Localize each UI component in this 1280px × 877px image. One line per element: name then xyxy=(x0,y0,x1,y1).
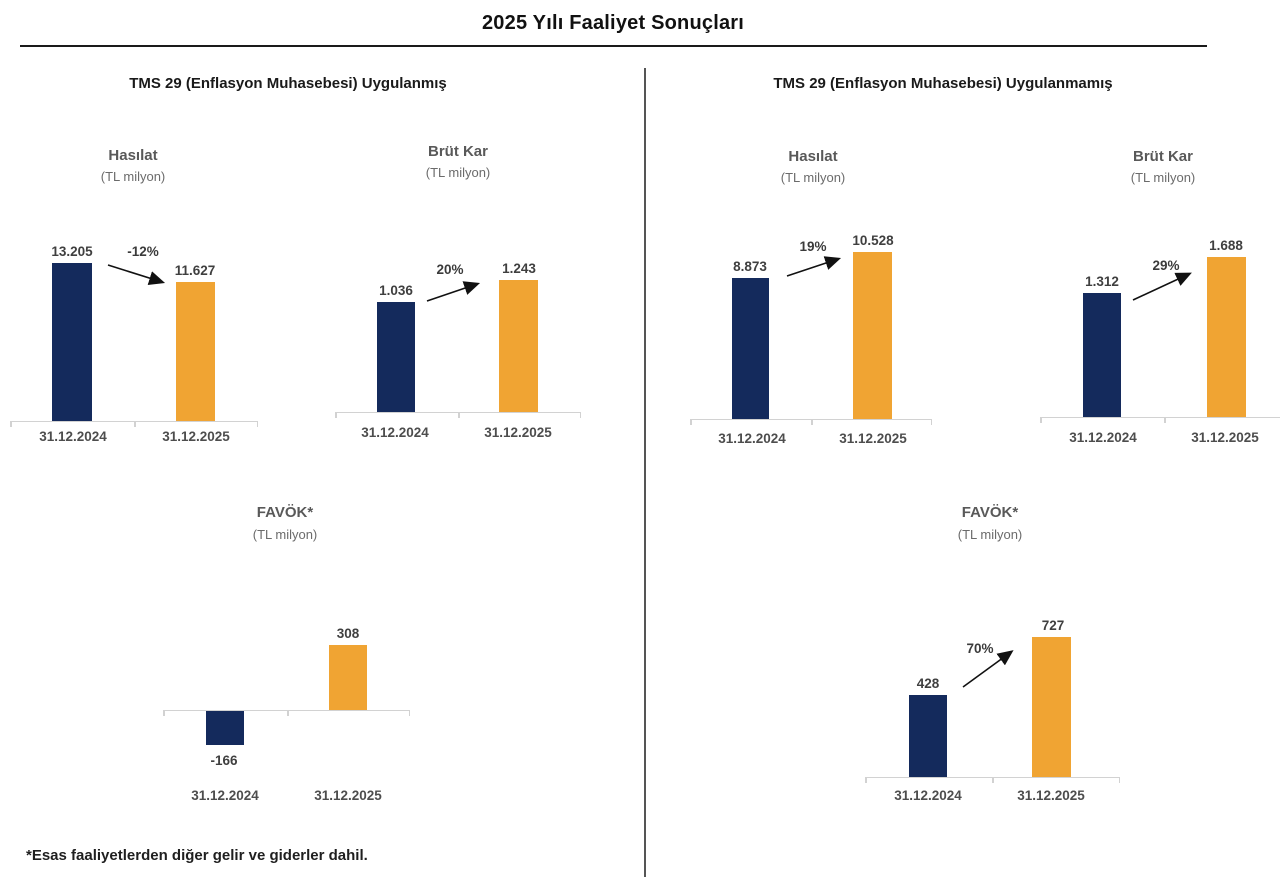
change-arrow-icon xyxy=(1132,272,1192,301)
chart-title: Hasılat xyxy=(108,147,158,164)
bar-2024 xyxy=(1083,293,1121,417)
bar-2025 xyxy=(329,645,367,710)
x-axis xyxy=(335,412,581,419)
bar-2024 xyxy=(732,278,769,419)
title-underline xyxy=(20,45,1207,47)
change-percent: 19% xyxy=(799,239,827,254)
bar-value-2024: 1.036 xyxy=(379,283,413,298)
x-label-2024: 31.12.2024 xyxy=(718,431,786,446)
x-label-2024: 31.12.2024 xyxy=(361,425,429,440)
bar-value-2025: 10.528 xyxy=(852,233,894,248)
bar-2025 xyxy=(1207,257,1246,417)
bar-2024 xyxy=(909,695,947,777)
change-percent: -12% xyxy=(127,244,159,259)
x-label-2025: 31.12.2025 xyxy=(839,431,907,446)
bar-value-2025: 308 xyxy=(336,626,360,641)
x-label-2025: 31.12.2025 xyxy=(1017,788,1085,803)
chart-subtitle: (TL milyon) xyxy=(957,527,1023,542)
x-label-2024: 31.12.2024 xyxy=(1069,430,1137,445)
x-label-2025: 31.12.2025 xyxy=(162,429,230,444)
x-axis xyxy=(1040,417,1280,424)
x-label-2024: 31.12.2024 xyxy=(191,788,259,803)
chart-title: Hasılat xyxy=(788,148,838,165)
chart-title: FAVÖK* xyxy=(256,504,314,521)
section-divider xyxy=(644,68,646,877)
bar-value-2025: 11.627 xyxy=(174,263,216,278)
x-axis xyxy=(865,777,1120,784)
bar-value-2025: 1.243 xyxy=(502,261,536,276)
footnote: *Esas faaliyetlerden diğer gelir ve gide… xyxy=(26,847,368,864)
bar-value-2024: 8.873 xyxy=(733,259,767,274)
chart-title: Brüt Kar xyxy=(1132,148,1193,165)
bar-2025 xyxy=(853,252,892,419)
bar-2024 xyxy=(206,710,244,745)
chart-subtitle: (TL milyon) xyxy=(100,169,166,184)
section-header-applied: TMS 29 (Enflasyon Muhasebesi) Uygulanmış xyxy=(129,75,447,92)
chart-applied-hasilat: Hasılat (TL milyon) 13.205 11.627 -12% 3… xyxy=(8,140,298,452)
chart-title: Brüt Kar xyxy=(427,143,488,160)
bar-value-2024: -166 xyxy=(210,753,238,768)
x-axis xyxy=(10,421,258,428)
chart-subtitle: (TL milyon) xyxy=(425,165,491,180)
change-arrow-icon xyxy=(786,256,842,277)
change-arrow-icon xyxy=(962,650,1014,688)
bar-2024 xyxy=(377,302,415,412)
x-label-2024: 31.12.2024 xyxy=(39,429,107,444)
change-percent: 29% xyxy=(1152,258,1180,273)
page-title: 2025 Yılı Faaliyet Sonuçları xyxy=(481,12,745,34)
x-label-2024: 31.12.2024 xyxy=(894,788,962,803)
bar-value-2025: 1.688 xyxy=(1209,238,1243,253)
bar-value-2024: 428 xyxy=(916,676,940,691)
chart-subtitle: (TL milyon) xyxy=(252,527,318,542)
bar-value-2024: 1.312 xyxy=(1085,274,1119,289)
chart-applied-brutkar: Brüt Kar (TL milyon) 1.036 1.243 20% 31.… xyxy=(330,140,620,452)
bar-2025 xyxy=(1032,637,1071,777)
section-header-unapplied: TMS 29 (Enflasyon Muhasebesi) Uygulanmam… xyxy=(773,75,1113,92)
bar-2025 xyxy=(176,282,215,421)
chart-subtitle: (TL milyon) xyxy=(1130,170,1196,185)
x-label-2025: 31.12.2025 xyxy=(314,788,382,803)
bar-value-2025: 727 xyxy=(1041,618,1065,633)
chart-unapplied-hasilat: Hasılat (TL milyon) 8.873 10.528 19% 31.… xyxy=(688,140,978,452)
change-arrow-icon xyxy=(107,264,166,286)
bar-2025 xyxy=(499,280,538,412)
chart-title: FAVÖK* xyxy=(961,504,1019,521)
chart-unapplied-brutkar: Brüt Kar (TL milyon) 1.312 1.688 29% 31.… xyxy=(1030,140,1280,452)
chart-applied-favok: FAVÖK* (TL milyon) -166 308 31.12.2024 3… xyxy=(150,495,450,815)
change-percent: 20% xyxy=(436,262,464,277)
bar-2024 xyxy=(52,263,92,421)
change-percent: 70% xyxy=(966,641,994,656)
x-label-2025: 31.12.2025 xyxy=(1191,430,1259,445)
chart-unapplied-favok: FAVÖK* (TL milyon) 428 727 70% 31.12.202… xyxy=(855,495,1155,815)
x-axis xyxy=(690,419,932,426)
chart-subtitle: (TL milyon) xyxy=(780,170,846,185)
change-arrow-icon xyxy=(426,281,481,302)
x-axis xyxy=(163,710,410,717)
x-label-2025: 31.12.2025 xyxy=(484,425,552,440)
bar-value-2024: 13.205 xyxy=(51,244,93,259)
